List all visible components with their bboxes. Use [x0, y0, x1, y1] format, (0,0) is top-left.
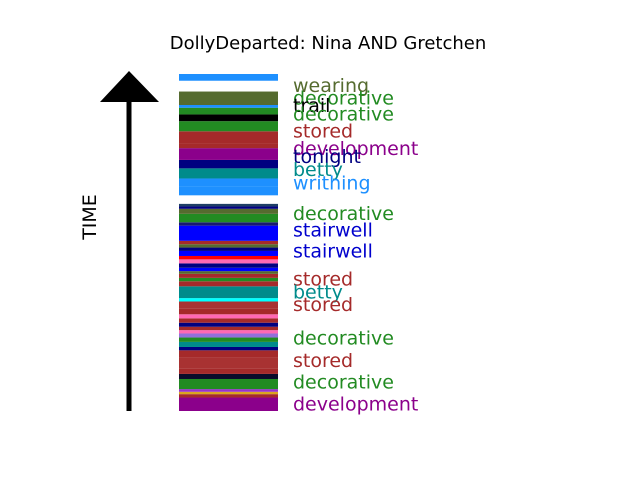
- timeline-bar: [179, 74, 278, 411]
- segment-label: stored: [293, 120, 353, 142]
- segment-label: stored: [293, 269, 353, 291]
- timeline-segment: [179, 250, 278, 256]
- timeline-segment: [179, 159, 278, 165]
- timeline-segment: [179, 350, 278, 358]
- timeline-segment: [179, 391, 278, 395]
- timeline-segment: [179, 267, 278, 272]
- y-axis-label: TIME: [79, 194, 101, 241]
- segment-label: decorative: [293, 371, 394, 393]
- timeline-segment: [179, 240, 278, 245]
- timeline-segment: [179, 308, 278, 315]
- timeline-segment: [179, 74, 278, 81]
- timeline-segment: [179, 346, 278, 351]
- segment-label: development: [293, 393, 418, 415]
- timeline-segment: [179, 337, 278, 342]
- timeline-segment: [179, 164, 278, 169]
- timeline-segment: [179, 263, 278, 268]
- timeline-segment: [179, 373, 278, 379]
- time-arrow-head: [100, 71, 159, 102]
- segment-label: betty: [293, 159, 343, 181]
- segment-label: decorative: [293, 103, 394, 125]
- segment-label: decorative: [293, 328, 394, 350]
- timeline-segment: [179, 107, 278, 115]
- timeline-segment: [179, 271, 278, 274]
- timeline-segment: [179, 298, 278, 302]
- timeline-segment: [179, 301, 278, 309]
- timeline-segment: [179, 186, 278, 196]
- timeline-segment: [179, 378, 278, 390]
- timeline-segment: [179, 255, 278, 260]
- segment-label: decorative: [293, 87, 394, 109]
- timeline-segment: [179, 333, 278, 338]
- timeline-segment: [179, 368, 278, 374]
- timeline-segment: [179, 208, 278, 214]
- timeline-segment: [179, 341, 278, 347]
- timeline-segment: [179, 121, 278, 132]
- timeline-segment: [179, 259, 278, 264]
- timeline-segment: [179, 281, 278, 287]
- timeline-segment: [179, 195, 278, 204]
- timeline-segment: [179, 91, 278, 105]
- segment-label: betty: [293, 281, 343, 303]
- timeline-segment: [179, 357, 278, 369]
- timeline-segment: [179, 143, 278, 149]
- timeline-segment: [179, 225, 278, 241]
- segment-label: stored: [293, 294, 353, 316]
- timeline-segment: [179, 318, 278, 323]
- segment-label: wearing: [293, 75, 369, 97]
- timeline-segment: [179, 168, 278, 179]
- timeline-segment: [179, 80, 278, 92]
- timeline-segment: [179, 326, 278, 331]
- timeline-segment: [179, 314, 278, 319]
- timeline-segment: [179, 178, 278, 187]
- segment-label: tonight: [293, 146, 361, 168]
- segment-label: trail: [293, 95, 330, 117]
- timeline-segment: [179, 397, 278, 411]
- segment-label: stairwell: [293, 241, 373, 263]
- time-arrow: [100, 71, 159, 411]
- timeline-segment: [179, 131, 278, 144]
- timeline-segment: [179, 389, 278, 392]
- timeline-segment: [179, 203, 278, 207]
- timeline-segment: [179, 277, 278, 282]
- timeline-segment: [179, 213, 278, 223]
- timeline-segment: [179, 148, 278, 160]
- segment-label: decorative: [293, 203, 394, 225]
- timeline-segment: [179, 244, 278, 248]
- timeline-segment: [179, 114, 278, 122]
- timeline-segment: [179, 206, 278, 209]
- segment-labels: wearingdecorativetraildecorativestoredde…: [293, 75, 418, 415]
- segment-label: development: [293, 138, 418, 160]
- timeline-segment: [179, 273, 278, 278]
- segment-label: writhing: [293, 173, 371, 195]
- segment-label: stored: [293, 350, 353, 372]
- segment-label: stairwell: [293, 220, 373, 242]
- timeline-segment: [179, 394, 278, 398]
- timeline-segment: [179, 330, 278, 334]
- timeline-segment: [179, 322, 278, 327]
- chart-title: DollyDeparted: Nina AND Gretchen: [170, 33, 487, 54]
- timeline-segment: [179, 247, 278, 251]
- timeline-segment: [179, 105, 278, 108]
- timeline-segment: [179, 222, 278, 226]
- timeline-segment: [179, 286, 278, 299]
